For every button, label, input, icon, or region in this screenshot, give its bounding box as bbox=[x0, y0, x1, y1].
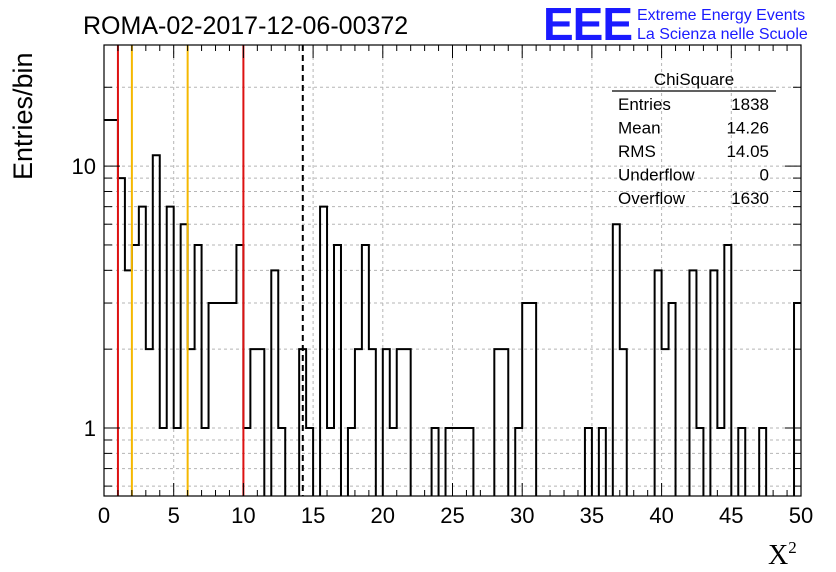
x-axis-label-base: X bbox=[768, 540, 788, 571]
stats-rows: Entries 1838 Mean 14.26 RMS 14.05 Underflow 0 Ov… bbox=[618, 95, 769, 208]
y-axis-label: Entries/bin bbox=[8, 52, 38, 180]
stats-row-value: 1838 bbox=[731, 95, 769, 114]
x-axis: 0 5 10 15 20 25 30 35 40 45 50 bbox=[98, 45, 813, 528]
x-tick-label: 25 bbox=[440, 503, 464, 528]
x-axis-label: X2 bbox=[768, 538, 797, 571]
x-tick-label: 15 bbox=[301, 503, 325, 528]
y-tick-label: 10 bbox=[72, 154, 96, 179]
y-axis: 1 10 bbox=[72, 86, 801, 487]
chart-title: ROMA-02-2017-12-06-00372 bbox=[83, 12, 408, 40]
stats-row-label: Overflow bbox=[618, 189, 686, 208]
logo-line-2: La Scienza nelle Scuole bbox=[637, 26, 808, 43]
eee-logo: EEE Extreme Energy Events La Scienza nel… bbox=[543, 0, 808, 50]
logo-line-1: Extreme Energy Events bbox=[637, 7, 805, 24]
x-tick-label: 20 bbox=[371, 503, 395, 528]
x-tick-label: 50 bbox=[789, 503, 813, 528]
x-tick-label: 5 bbox=[168, 503, 180, 528]
x-tick-label: 45 bbox=[719, 503, 743, 528]
logo-mark: EEE bbox=[543, 0, 632, 50]
reference-lines bbox=[116, 45, 304, 496]
stats-row-value: 1630 bbox=[731, 189, 769, 208]
stats-row-label: Entries bbox=[618, 95, 671, 114]
x-tick-label: 0 bbox=[98, 503, 110, 528]
x-tick-label: 30 bbox=[510, 503, 534, 528]
histogram-series bbox=[104, 118, 801, 496]
x-tick-label: 10 bbox=[231, 503, 255, 528]
x-axis-label-superscript: 2 bbox=[788, 538, 797, 557]
stats-title: ChiSquare bbox=[654, 70, 734, 89]
stats-row-label: Underflow bbox=[618, 166, 695, 185]
stats-row-value: 14.05 bbox=[726, 142, 769, 161]
stats-box: ChiSquare Entries 1838 Mean 14.26 RMS 14.05 Un… bbox=[612, 70, 776, 208]
stats-row-value: 0 bbox=[760, 166, 769, 185]
stats-row-value: 14.26 bbox=[726, 119, 769, 138]
x-tick-label: 40 bbox=[649, 503, 673, 528]
stats-row-label: RMS bbox=[618, 142, 656, 161]
y-tick-label: 1 bbox=[84, 416, 96, 441]
stats-row-label: Mean bbox=[618, 119, 661, 138]
histogram-step-line bbox=[104, 118, 801, 496]
x-tick-label: 35 bbox=[580, 503, 604, 528]
